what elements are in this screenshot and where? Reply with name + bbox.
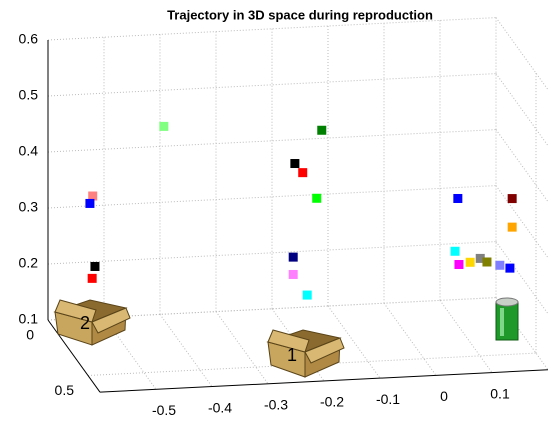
grid-line <box>440 300 492 372</box>
point <box>289 253 298 262</box>
x-tick-label: 0 <box>440 388 448 404</box>
point <box>312 194 321 203</box>
point <box>453 194 462 203</box>
point <box>298 168 307 177</box>
point <box>451 247 460 256</box>
point <box>88 274 97 283</box>
z-tick-label: 0.6 <box>19 31 39 47</box>
point <box>85 199 94 208</box>
grid-line <box>216 312 268 384</box>
chart-title: Trajectory in 3D space during reproducti… <box>167 7 433 22</box>
y-tick-label: 0.5 <box>55 382 75 398</box>
point <box>508 223 517 232</box>
box-2: 2 <box>55 300 130 345</box>
point <box>482 257 491 266</box>
z-tick-label: 0.3 <box>19 199 39 215</box>
grid-line <box>48 130 496 152</box>
grid-line <box>496 186 548 258</box>
x-tick-label: -0.4 <box>208 399 232 415</box>
chart: Trajectory in 3D space during reproducti… <box>0 0 558 424</box>
point <box>505 264 514 273</box>
x-tick-label: 0.1 <box>490 385 510 401</box>
box-label: 2 <box>80 313 90 333</box>
point <box>289 270 298 279</box>
x-tick-label: -0.3 <box>264 396 288 412</box>
point <box>495 261 504 270</box>
y-tick-label: 0 <box>26 327 34 343</box>
z-tick-label: 0.4 <box>19 143 39 159</box>
box-label: 1 <box>287 345 297 365</box>
z-tick-label: 0.1 <box>19 311 39 327</box>
grid-line <box>496 18 548 90</box>
z-tick-label: 0.2 <box>19 255 39 271</box>
grid-line <box>496 130 548 202</box>
z-tick-label: 0.5 <box>19 87 39 103</box>
grid-line <box>384 303 436 375</box>
can <box>496 298 518 340</box>
point <box>454 260 463 269</box>
point <box>466 258 475 267</box>
grid-line <box>160 314 212 386</box>
box-1: 1 <box>268 330 344 377</box>
x-tick-label: -0.1 <box>376 391 400 407</box>
point <box>90 262 99 271</box>
x-tick-label: -0.5 <box>152 402 176 418</box>
point <box>508 194 517 203</box>
point <box>303 291 312 300</box>
point <box>159 122 168 131</box>
grid-line <box>496 74 548 146</box>
x-axis <box>100 370 548 392</box>
point <box>317 126 326 135</box>
x-tick-label: -0.2 <box>320 394 344 410</box>
point <box>290 159 299 168</box>
